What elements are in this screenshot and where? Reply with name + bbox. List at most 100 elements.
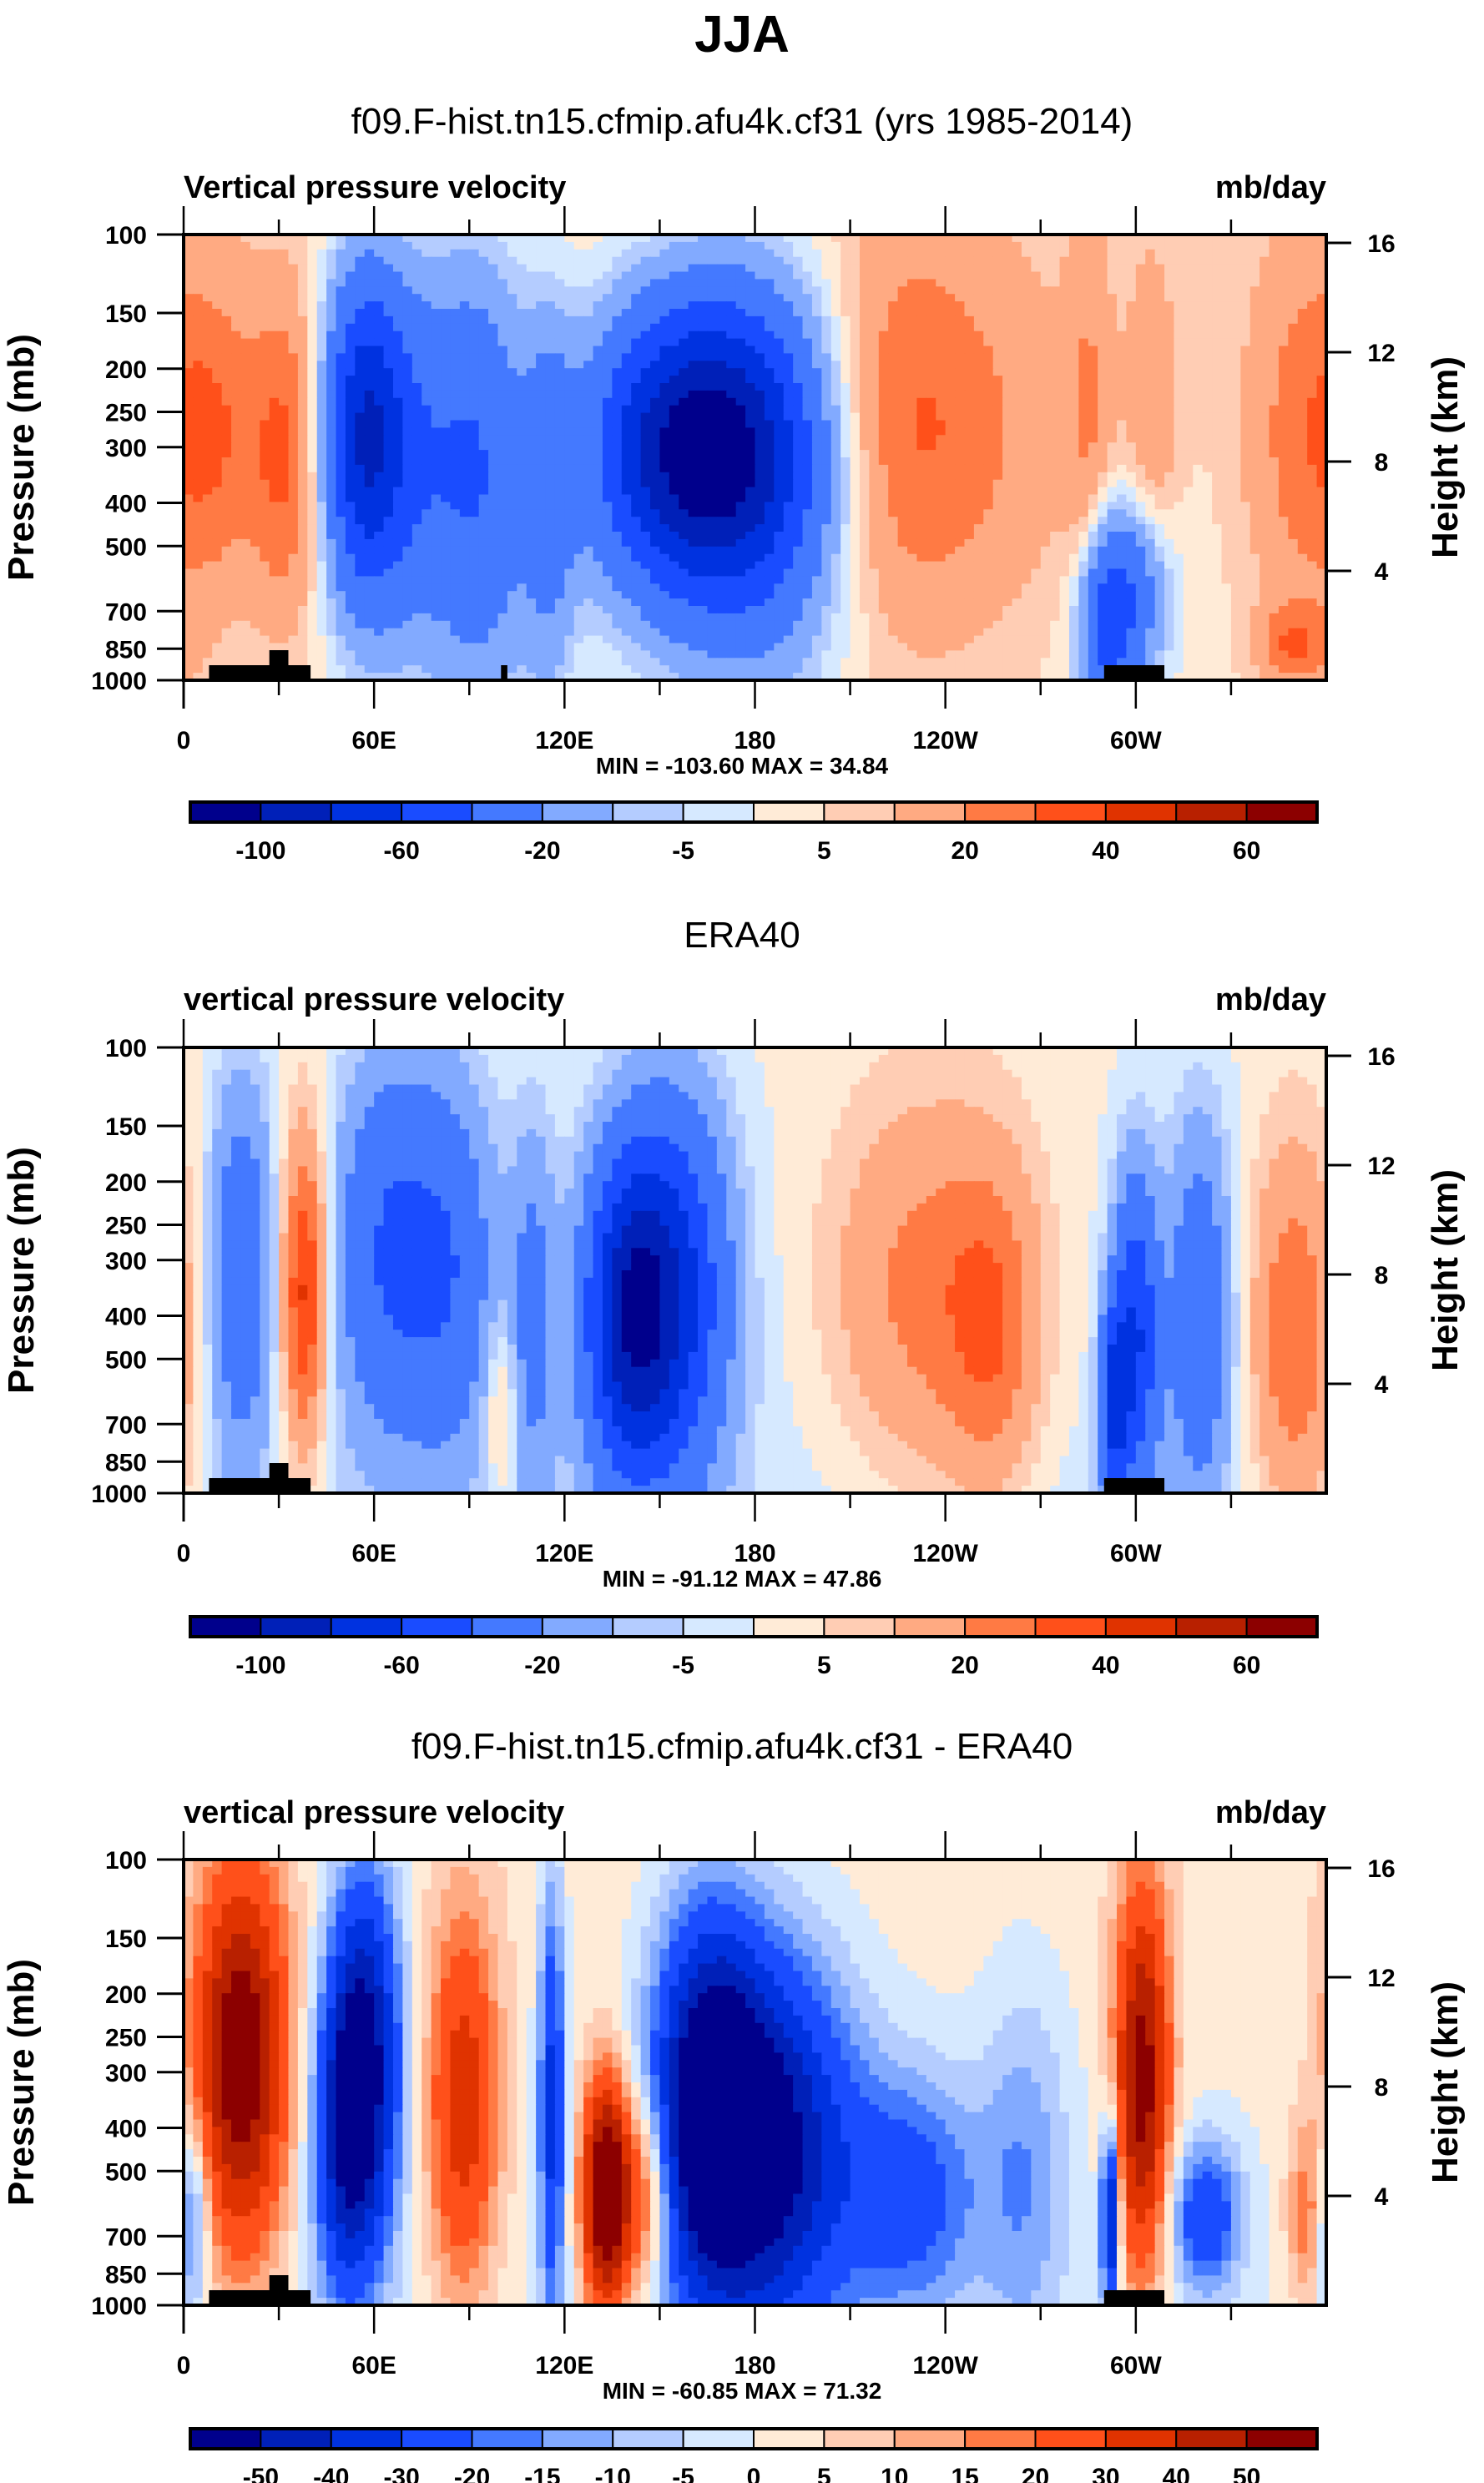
contour-cell — [1307, 517, 1317, 525]
contour-cell — [631, 524, 641, 532]
contour-cell — [1155, 272, 1165, 280]
contour-cell — [1098, 257, 1108, 265]
contour-cell — [288, 346, 298, 355]
contour-cell — [1212, 480, 1222, 488]
contour-cell — [784, 272, 794, 280]
contour-cell — [1060, 457, 1070, 466]
contour-cell — [365, 532, 375, 540]
contour-cell — [612, 502, 622, 510]
contour-cell — [1031, 316, 1041, 325]
contour-cell — [879, 250, 889, 258]
contour-cell — [1298, 450, 1308, 458]
contour-cell — [774, 532, 784, 540]
contour-cell — [250, 257, 260, 265]
contour-cell — [1117, 435, 1127, 443]
contour-cell — [288, 383, 298, 391]
contour-cell — [1298, 398, 1308, 406]
contour-cell — [317, 391, 327, 399]
contour-cell — [1155, 309, 1165, 317]
contour-cell — [736, 279, 746, 287]
contour-cell — [641, 427, 651, 436]
contour-cell — [1078, 309, 1088, 317]
contour-cell — [1203, 502, 1213, 510]
contour-cell — [298, 324, 308, 332]
contour-cell — [1269, 309, 1280, 317]
contour-cell — [1250, 509, 1260, 517]
contour-cell — [916, 294, 926, 302]
contour-cell — [964, 346, 974, 355]
contour-cell — [717, 316, 727, 325]
contour-cell — [669, 331, 679, 340]
contour-cell — [1184, 509, 1194, 517]
contour-cell — [507, 250, 517, 258]
contour-cell — [831, 398, 841, 406]
contour-cell — [689, 294, 699, 302]
contour-cell — [488, 272, 498, 280]
contour-cell — [946, 472, 956, 481]
contour-cell — [317, 465, 327, 473]
contour-cell — [1307, 435, 1317, 443]
contour-cell — [1155, 368, 1165, 376]
contour-cell — [374, 339, 384, 347]
contour-cell — [298, 346, 308, 355]
contour-cell — [1203, 324, 1213, 332]
contour-cell — [1060, 368, 1070, 376]
contour-cell — [250, 272, 260, 280]
contour-cell — [288, 279, 298, 287]
contour-cell — [1203, 450, 1213, 458]
contour-cell — [1012, 242, 1022, 250]
contour-cell — [1050, 398, 1060, 406]
contour-cell — [507, 509, 517, 517]
contour-cell — [745, 301, 755, 310]
contour-cell — [1012, 509, 1022, 517]
contour-cell — [1060, 376, 1070, 384]
contour-cell — [1212, 457, 1222, 466]
contour-cell — [898, 487, 908, 496]
contour-cell — [469, 309, 479, 317]
contour-cell — [745, 250, 755, 258]
contour-cell — [317, 427, 327, 436]
contour-cell — [784, 331, 794, 340]
contour-cell — [432, 398, 442, 406]
contour-cell — [955, 250, 965, 258]
contour-cell — [365, 346, 375, 355]
contour-cell — [1155, 398, 1165, 406]
contour-cell — [1250, 353, 1260, 361]
contour-cell — [1145, 413, 1155, 421]
contour-cell — [679, 294, 689, 302]
contour-cell — [307, 502, 317, 510]
contour-cell — [1078, 301, 1088, 310]
contour-cell — [574, 398, 584, 406]
contour-cell — [441, 413, 451, 421]
contour-cell — [793, 301, 803, 310]
panel-title: f09.F-hist.tn15.cfmip.afu4k.cf31 (yrs 19… — [351, 101, 1133, 142]
contour-cell — [1136, 472, 1146, 481]
contour-cell — [840, 457, 851, 466]
contour-cell — [803, 257, 813, 265]
contour-cell — [365, 265, 375, 273]
contour-cell — [326, 398, 336, 406]
contour-cell — [1022, 250, 1032, 258]
contour-cell — [698, 413, 708, 421]
contour-cell — [1126, 398, 1136, 406]
contour-cell — [698, 480, 708, 488]
contour-cell — [1022, 383, 1032, 391]
contour-cell — [203, 427, 213, 436]
contour-cell — [469, 376, 479, 384]
contour-cell — [851, 427, 861, 436]
contour-cell — [222, 286, 232, 295]
contour-cell — [926, 346, 936, 355]
contour-cell — [517, 257, 527, 265]
contour-cell — [679, 487, 689, 496]
contour-cell — [1041, 346, 1051, 355]
contour-cell — [622, 309, 632, 317]
contour-cell — [840, 250, 851, 258]
contour-cell — [1088, 383, 1098, 391]
contour-cell — [1060, 279, 1070, 287]
contour-cell — [1088, 250, 1098, 258]
contour-cell — [879, 442, 889, 451]
contour-cell — [507, 517, 517, 525]
contour-cell — [250, 524, 260, 532]
contour-cell — [1164, 509, 1174, 517]
contour-cell — [1060, 242, 1070, 250]
